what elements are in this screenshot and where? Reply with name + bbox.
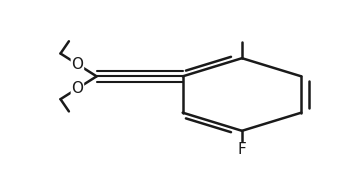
Text: O: O — [72, 57, 84, 72]
Text: O: O — [72, 81, 84, 96]
Text: F: F — [238, 142, 246, 157]
